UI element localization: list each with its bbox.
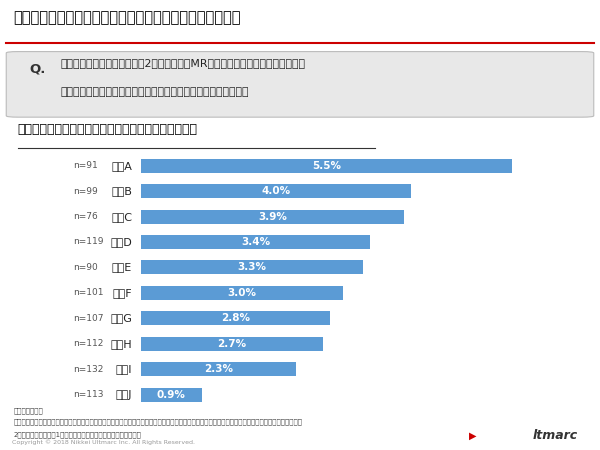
Text: 企業A: 企業A	[112, 161, 132, 171]
Text: n=112: n=112	[73, 339, 103, 348]
Bar	[141, 235, 370, 249]
Text: 調査対象医師：: 調査対象医師：	[13, 407, 43, 414]
Text: n=113: n=113	[73, 390, 104, 399]
Text: 「医療用医薬品の販売情報提供活動に関するガイドライン」に対する順慮度が「十分に順慮している」または「ある程度順慮している」であり、かつ、: 「医療用医薬品の販売情報提供活動に関するガイドライン」に対する順慮度が「十分に順…	[13, 418, 302, 425]
Bar	[141, 311, 329, 325]
Text: Q.: Q.	[29, 62, 46, 75]
Text: 3.4%: 3.4%	[241, 237, 270, 247]
Text: 4.0%: 4.0%	[261, 186, 290, 196]
Text: 企業E: 企業E	[112, 262, 132, 272]
Text: 企業D: 企業D	[110, 237, 132, 247]
Text: n=101: n=101	[73, 288, 104, 297]
Text: n=90: n=90	[73, 263, 98, 272]
Bar	[141, 362, 296, 376]
Text: ▶: ▶	[469, 431, 476, 441]
Text: 0.9%: 0.9%	[157, 390, 186, 400]
Text: n=76: n=76	[73, 212, 98, 221]
Text: n=91: n=91	[73, 161, 98, 170]
FancyBboxPatch shape	[6, 52, 594, 117]
Bar	[141, 337, 323, 351]
Text: 企業B: 企業B	[112, 186, 132, 196]
Text: 企業I: 企業I	[116, 364, 132, 374]
Text: 糖尿病治療薬に関して、直近2週間で受けたMRからの対面での情報提供のうち、: 糖尿病治療薬に関して、直近2週間で受けたMRからの対面での情報提供のうち、	[61, 58, 306, 68]
Bar	[141, 387, 202, 401]
Text: 2.8%: 2.8%	[221, 313, 250, 323]
Text: 3.0%: 3.0%	[227, 288, 257, 298]
Text: 2.7%: 2.7%	[217, 339, 247, 349]
Text: 【独自調査】糖尿病領域における販売情報提供活動の実態: 【独自調査】糖尿病領域における販売情報提供活動の実態	[13, 10, 241, 25]
Text: 5.5%: 5.5%	[312, 161, 341, 171]
Text: 3.3%: 3.3%	[238, 262, 266, 272]
Text: ガイドラインへの抗触があったかどうかについてお答えください: ガイドラインへの抗触があったかどうかについてお答えください	[61, 87, 250, 97]
Text: 企業G: 企業G	[110, 313, 132, 323]
Text: 2型糖尿病患者を過去1ヵ月間で名以上診察した、と自答した医師: 2型糖尿病患者を過去1ヵ月間で名以上診察した、と自答した医師	[13, 432, 141, 438]
Text: n=99: n=99	[73, 187, 98, 196]
Text: ガイドラインへの抗触があったと回答した医師の割合: ガイドラインへの抗触があったと回答した医師の割合	[18, 122, 198, 135]
Bar	[141, 159, 512, 173]
Text: 2.3%: 2.3%	[204, 364, 233, 374]
Text: 3.9%: 3.9%	[258, 212, 287, 221]
Text: n=119: n=119	[73, 238, 104, 247]
Text: ltmarc: ltmarc	[532, 429, 578, 442]
Bar	[141, 210, 404, 224]
Text: n=107: n=107	[73, 314, 104, 323]
Text: 企業H: 企業H	[110, 339, 132, 349]
Text: 企業F: 企業F	[113, 288, 132, 298]
Bar	[141, 184, 410, 198]
Text: n=132: n=132	[73, 364, 103, 373]
Text: 企業C: 企業C	[111, 212, 132, 221]
Text: 企業J: 企業J	[116, 390, 132, 400]
Bar	[141, 286, 343, 300]
Bar	[141, 261, 364, 274]
Text: Copyright © 2018 Nikkei Ultmarc Inc. All Rights Reserved.: Copyright © 2018 Nikkei Ultmarc Inc. All…	[12, 439, 195, 445]
